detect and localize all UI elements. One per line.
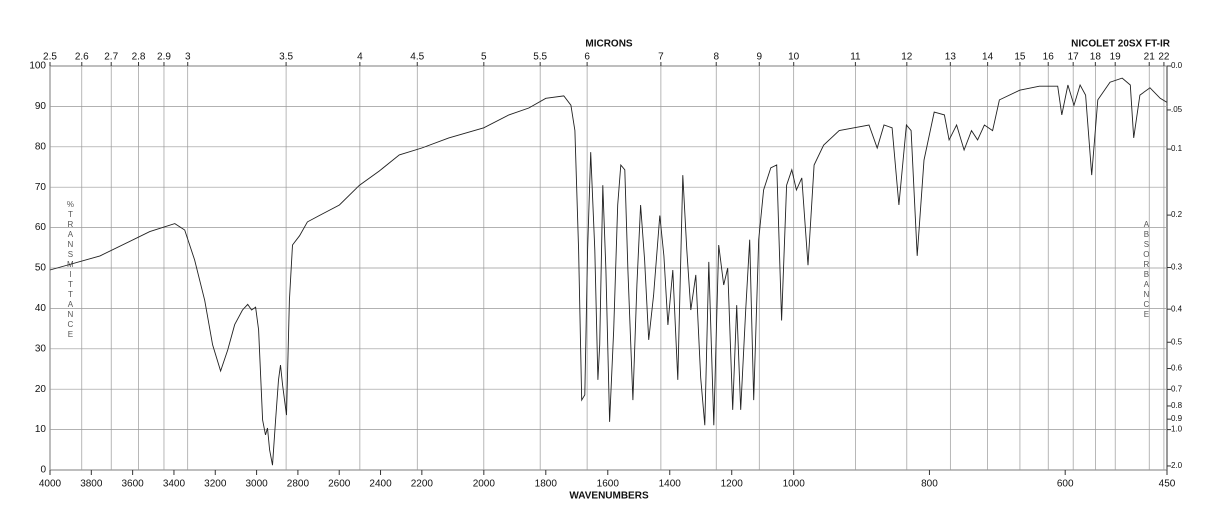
x2-tick-label: 9 bbox=[756, 52, 762, 63]
x2-tick-label: 5 bbox=[481, 52, 487, 63]
x2-tick-label: 4.5 bbox=[410, 52, 424, 63]
x2-axis-label: MICRONS bbox=[585, 39, 633, 50]
x2-tick-label: 22 bbox=[1158, 52, 1170, 63]
y2-tick-label: 0.4 bbox=[1171, 304, 1183, 313]
y2-tick-label: 1.0 bbox=[1171, 425, 1183, 434]
x-tick-label: 4000 bbox=[39, 479, 62, 490]
y-tick-label: 10 bbox=[35, 424, 47, 435]
x2-tick-label: 21 bbox=[1144, 52, 1156, 63]
x2-tick-label: 17 bbox=[1068, 52, 1080, 63]
x2-tick-label: 2.5 bbox=[43, 52, 57, 63]
y2-tick-label: 0.7 bbox=[1171, 385, 1183, 394]
y2-axis-label: ABSORBANCE bbox=[1142, 220, 1151, 320]
y2-tick-label: 0.0 bbox=[1171, 61, 1183, 70]
x2-tick-label: 8 bbox=[713, 52, 719, 63]
x2-tick-label: 11 bbox=[850, 52, 861, 63]
x2-tick-label: 15 bbox=[1014, 52, 1026, 63]
x2-tick-label: 5.5 bbox=[533, 52, 547, 63]
x2-tick-label: 16 bbox=[1043, 52, 1055, 63]
y-tick-label: 70 bbox=[35, 182, 47, 193]
x-tick-label: 600 bbox=[1057, 479, 1074, 490]
y-tick-label: 40 bbox=[35, 303, 47, 314]
y2-tick-label: 0.9 bbox=[1171, 414, 1183, 423]
x-tick-label: 3600 bbox=[122, 479, 145, 490]
chart-title: NICOLET 20SX FT-IR bbox=[1071, 39, 1171, 50]
x-tick-label: 2000 bbox=[473, 479, 496, 490]
x2-tick-label: 13 bbox=[945, 52, 957, 63]
x2-tick-label: 4 bbox=[357, 52, 363, 63]
x2-tick-label: 2.7 bbox=[104, 52, 118, 63]
x2-tick-label: 10 bbox=[788, 52, 800, 63]
x2-tick-label: 6 bbox=[584, 52, 590, 63]
y2-tick-label: 0.2 bbox=[1171, 210, 1183, 219]
x-tick-label: 1000 bbox=[783, 479, 806, 490]
y-tick-label: 20 bbox=[35, 384, 47, 395]
y-tick-label: 0 bbox=[40, 465, 46, 476]
x-tick-label: 1600 bbox=[597, 479, 620, 490]
spectrum-line bbox=[49, 77, 1168, 466]
x-tick-label: 2800 bbox=[287, 479, 310, 490]
x-tick-label: 3200 bbox=[204, 479, 227, 490]
x-tick-label: 2400 bbox=[369, 479, 392, 490]
x2-tick-label: 3.5 bbox=[279, 52, 293, 63]
x-tick-label: 3800 bbox=[80, 479, 103, 490]
y-tick-label: 60 bbox=[35, 222, 47, 233]
x2-tick-label: 14 bbox=[982, 52, 994, 63]
y-tick-label: 50 bbox=[35, 263, 47, 274]
x2-tick-label: 2.6 bbox=[75, 52, 89, 63]
y2-tick-label: 0.6 bbox=[1171, 364, 1183, 373]
y-axis-label: %TRANSMITTANCE bbox=[66, 200, 75, 340]
x2-tick-label: 12 bbox=[901, 52, 913, 63]
x2-tick-label: 19 bbox=[1110, 52, 1122, 63]
x-tick-label: 1800 bbox=[535, 479, 558, 490]
x-axis-label: WAVENUMBERS bbox=[569, 491, 649, 502]
y2-tick-label: 0.3 bbox=[1171, 263, 1183, 272]
y-tick-label: 80 bbox=[35, 141, 47, 152]
y-tick-label: 100 bbox=[29, 61, 46, 72]
x-tick-label: 3000 bbox=[245, 479, 268, 490]
x2-tick-label: 2.9 bbox=[157, 52, 171, 63]
x-tick-label: 1400 bbox=[659, 479, 682, 490]
x-tick-label: 2200 bbox=[411, 479, 434, 490]
x2-tick-label: 7 bbox=[658, 52, 664, 63]
x-tick-label: 450 bbox=[1159, 479, 1176, 490]
x-tick-label: 3400 bbox=[163, 479, 186, 490]
x-tick-label: 1200 bbox=[721, 479, 744, 490]
x-tick-label: 800 bbox=[921, 479, 938, 490]
x2-tick-label: 3 bbox=[185, 52, 191, 63]
y2-tick-label: 0.5 bbox=[1171, 337, 1183, 346]
y-tick-label: 30 bbox=[35, 343, 47, 354]
x2-tick-label: 18 bbox=[1090, 52, 1102, 63]
y2-tick-label: .05 bbox=[1171, 105, 1183, 114]
y2-tick-label: 0.1 bbox=[1171, 144, 1183, 153]
y2-tick-label: 2.0 bbox=[1171, 461, 1183, 470]
x-tick-label: 2600 bbox=[328, 479, 351, 490]
y2-tick-label: 0.8 bbox=[1171, 401, 1183, 410]
y-tick-label: 90 bbox=[35, 101, 47, 112]
x2-tick-label: 2.8 bbox=[132, 52, 146, 63]
